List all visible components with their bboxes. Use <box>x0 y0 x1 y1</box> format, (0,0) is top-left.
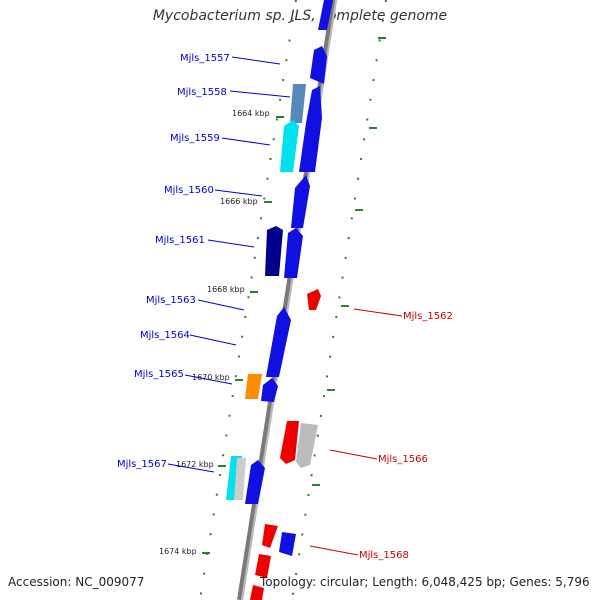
leader-line <box>231 56 281 65</box>
gene-label[interactable]: Mjls_1557 <box>180 53 230 64</box>
leader-line <box>353 308 403 317</box>
genome-backbone-highlight <box>241 0 337 600</box>
gene-arrow[interactable] <box>290 84 306 123</box>
outer-dotted-ring <box>291 0 387 600</box>
leader-line <box>329 449 378 460</box>
kbp-label: 1670 kbp <box>192 373 230 382</box>
gene-arrow[interactable] <box>280 421 299 464</box>
gene-arrow[interactable] <box>261 378 278 402</box>
genome-summary-text: Topology: circular; Length: 6,048,425 bp… <box>260 575 590 589</box>
gene-label[interactable]: Mjls_1565 <box>134 369 184 380</box>
forward-gene-labels: Mjls_1557 Mjls_1558 Mjls_1559 Mjls_1560 … <box>117 53 230 470</box>
gene-arrow[interactable] <box>299 86 322 172</box>
gene-label[interactable]: Mjls_1558 <box>177 87 227 98</box>
reverse-gene-labels: Mjls_1562 Mjls_1566 Mjls_1568 <box>359 311 453 561</box>
leader-line <box>189 334 237 346</box>
leader-line <box>207 239 255 248</box>
gene-arrow[interactable] <box>291 175 310 228</box>
gene-arrow[interactable] <box>245 374 262 399</box>
gene-arrow[interactable] <box>279 532 296 556</box>
kbp-label: 1672 kbp <box>176 460 214 469</box>
leader-line <box>184 374 233 385</box>
forward-strand-genes <box>226 0 333 556</box>
gene-label[interactable]: Mjls_1561 <box>155 235 205 246</box>
gene-arrow[interactable] <box>250 585 264 600</box>
gene-arrow[interactable] <box>245 460 265 504</box>
gene-label[interactable]: Mjls_1562 <box>403 311 453 322</box>
kbp-label: 1668 kbp <box>207 285 245 294</box>
gene-label[interactable]: Mjls_1563 <box>146 295 196 306</box>
leader-line <box>167 463 215 473</box>
forward-label-lines <box>167 56 291 473</box>
leader-line <box>214 189 263 197</box>
gene-arrow[interactable] <box>310 46 327 84</box>
leader-line <box>221 137 271 146</box>
gene-arrow[interactable] <box>266 307 291 377</box>
gene-label[interactable]: Mjls_1564 <box>140 330 190 341</box>
reverse-label-lines <box>309 308 403 556</box>
kbp-label: 1674 kbp <box>159 547 197 556</box>
gene-label[interactable]: Mjls_1559 <box>170 133 220 144</box>
gene-arrow[interactable] <box>234 458 246 500</box>
gene-arrow[interactable] <box>265 226 283 276</box>
inner-dotted-ring <box>199 0 297 600</box>
gene-label[interactable]: Mjls_1560 <box>164 185 214 196</box>
map-title: Mycobacterium sp. JLS, complete genome <box>152 8 448 24</box>
gene-arrow[interactable] <box>262 524 278 548</box>
kbp-label: 1664 kbp <box>232 109 270 118</box>
gene-label[interactable]: Mjls_1568 <box>359 550 409 561</box>
accession-text: Accession: NC_009077 <box>8 575 145 589</box>
gene-arrow[interactable] <box>280 120 299 172</box>
gene-arrow[interactable] <box>307 289 321 310</box>
gene-arrow[interactable] <box>296 423 318 468</box>
leader-line <box>229 90 291 98</box>
gene-arrow[interactable] <box>255 554 271 578</box>
gene-label[interactable]: Mjls_1566 <box>378 454 428 465</box>
gene-arrow[interactable] <box>318 0 333 30</box>
leader-line <box>309 545 359 556</box>
kbp-label: 1666 kbp <box>220 197 258 206</box>
scale-ticks <box>202 37 386 554</box>
gene-arrow[interactable] <box>284 228 303 278</box>
reverse-strand-genes <box>250 289 321 600</box>
gene-label[interactable]: Mjls_1567 <box>117 459 167 470</box>
leader-line <box>197 299 245 311</box>
